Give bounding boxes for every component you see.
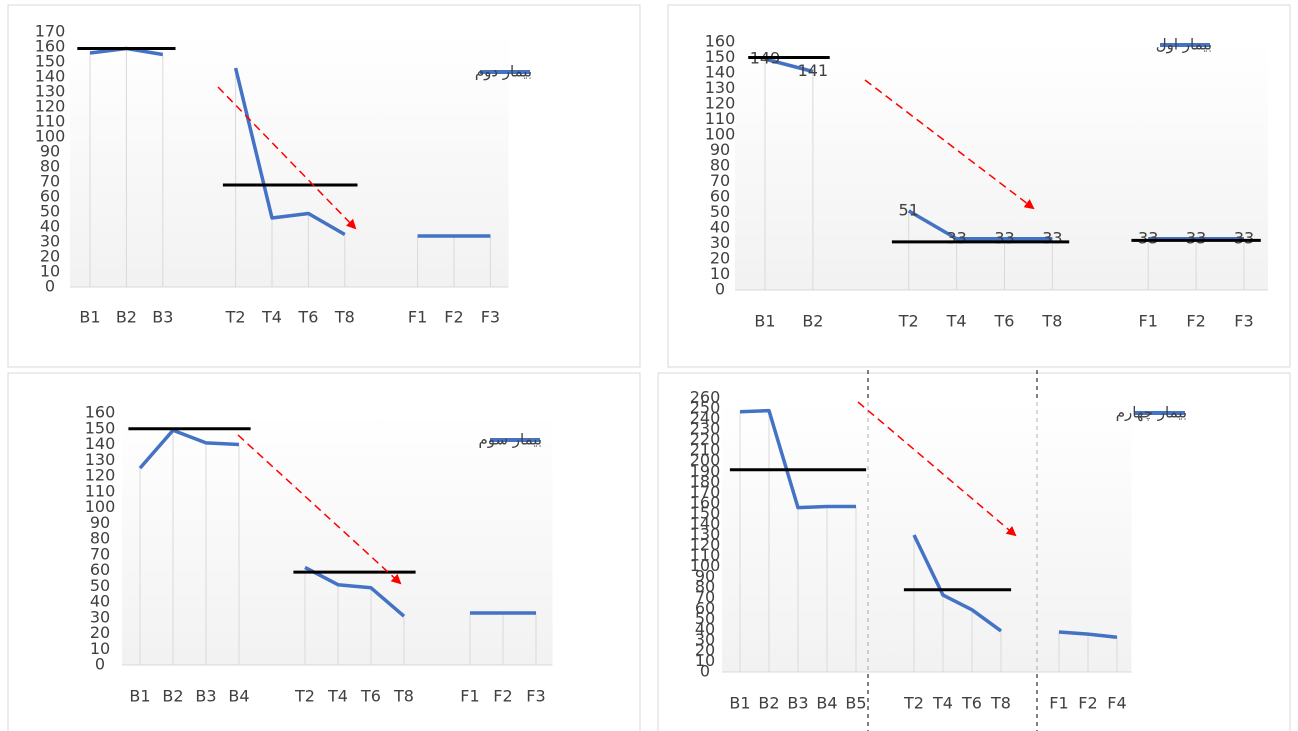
x-tick-label: F1 [1139, 312, 1158, 331]
x-tick-label: B2 [758, 694, 779, 713]
x-tick-label: F3 [1234, 312, 1253, 331]
x-tick-label: B2 [116, 308, 137, 327]
x-tick-label: F2 [1186, 312, 1205, 331]
x-tick-label: F2 [493, 687, 512, 706]
x-tick-label: T4 [261, 308, 282, 327]
x-tick-label: F1 [1049, 694, 1068, 713]
x-tick-label: B4 [816, 694, 837, 713]
data-label: 33 [1042, 228, 1062, 247]
x-tick-label: F1 [408, 308, 427, 327]
y-tick-label: 170 [35, 22, 66, 41]
data-label: 33 [994, 228, 1014, 247]
x-tick-label: F2 [444, 308, 463, 327]
x-tick-label: T4 [932, 694, 953, 713]
x-tick-label: T4 [327, 687, 348, 706]
x-tick-label: T4 [946, 312, 967, 331]
plot-background [722, 398, 1132, 672]
x-tick-label: T2 [898, 312, 919, 331]
x-tick-label: T6 [994, 312, 1015, 331]
legend-label: بیمار دوم [475, 63, 532, 81]
x-tick-label: B2 [802, 312, 823, 331]
x-tick-label: B3 [787, 694, 808, 713]
y-tick-label: 160 [85, 403, 116, 422]
data-label: 141 [798, 61, 829, 80]
x-tick-label: T8 [1041, 312, 1062, 331]
plot-background [122, 413, 553, 665]
y-tick-label: 160 [705, 32, 736, 51]
x-tick-label: F3 [526, 687, 545, 706]
plot-background [70, 32, 509, 287]
data-label: 33 [946, 228, 966, 247]
x-tick-label: T6 [360, 687, 381, 706]
x-tick-label: B5 [845, 694, 866, 713]
x-tick-label: T2 [294, 687, 315, 706]
data-label: 33 [1234, 228, 1254, 247]
y-tick-label: 260 [690, 388, 721, 407]
x-tick-label: F2 [1078, 694, 1097, 713]
x-tick-label: T8 [393, 687, 414, 706]
figure: 0102030405060708090100110120130140150160… [0, 0, 1298, 731]
legend-label: بیمار چهارم [1116, 404, 1187, 422]
x-tick-label: T6 [961, 694, 982, 713]
x-tick-label: T2 [903, 694, 924, 713]
x-tick-label: B3 [195, 687, 216, 706]
x-tick-label: B1 [129, 687, 150, 706]
legend-label: بیمار سوم [478, 431, 542, 449]
data-label: 33 [1138, 228, 1158, 247]
x-tick-label: B1 [79, 308, 100, 327]
x-tick-label: B4 [228, 687, 249, 706]
x-tick-label: F4 [1107, 694, 1126, 713]
x-tick-label: B1 [729, 694, 750, 713]
legend-label: بیمار اول [1156, 36, 1212, 54]
x-tick-label: F1 [460, 687, 479, 706]
x-tick-label: T6 [297, 308, 318, 327]
x-tick-label: T8 [990, 694, 1011, 713]
x-tick-label: T8 [334, 308, 355, 327]
data-label: 33 [1186, 228, 1206, 247]
x-tick-label: T2 [225, 308, 246, 327]
x-tick-label: B3 [152, 308, 173, 327]
x-tick-label: B2 [162, 687, 183, 706]
x-tick-label: B1 [754, 312, 775, 331]
data-label: 51 [899, 200, 919, 219]
x-tick-label: F3 [481, 308, 500, 327]
